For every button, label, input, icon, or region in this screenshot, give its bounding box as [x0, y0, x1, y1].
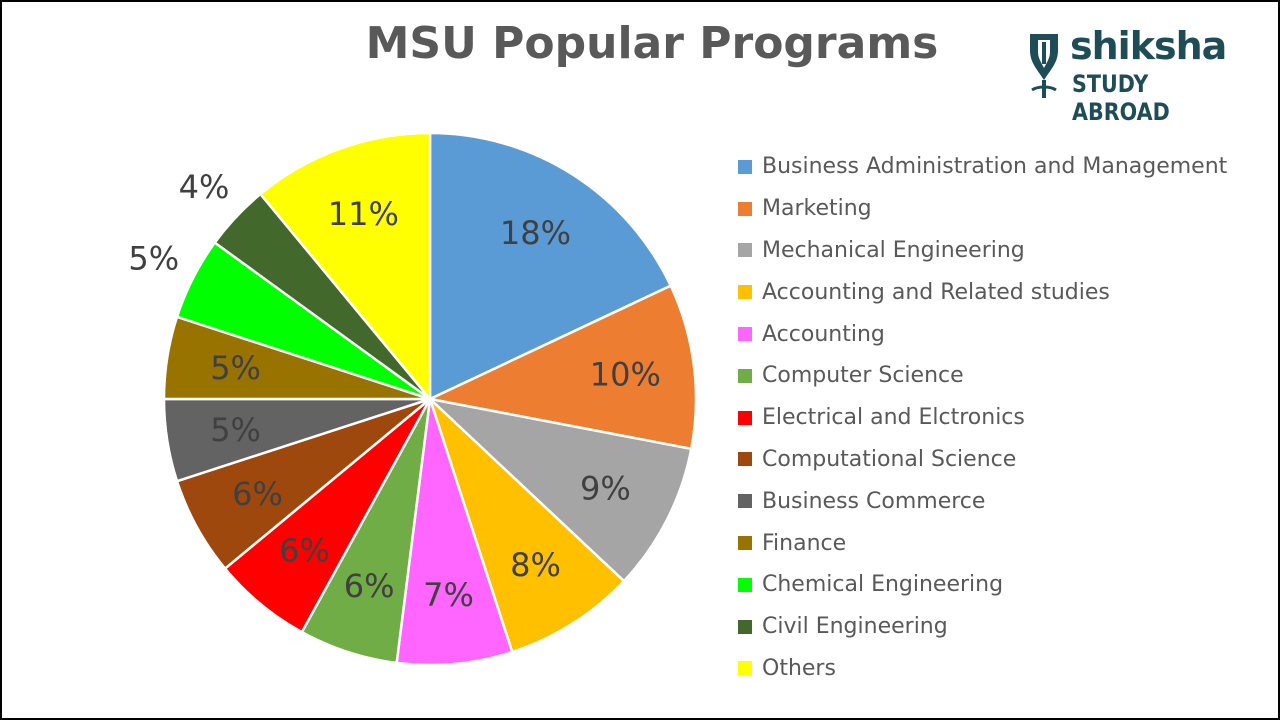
legend-swatch — [738, 619, 752, 634]
slice-label-accounting-and-related-studies: 8% — [510, 546, 561, 584]
pie-slice-accounting-and-related-studies — [428, 398, 626, 654]
shiksha-logo: shiksha STUDY ABROAD — [1014, 24, 1254, 126]
legend-item-business-commerce: Business Commerce — [738, 480, 1227, 522]
legend-swatch — [738, 285, 752, 300]
legend-swatch — [738, 327, 752, 342]
legend-label: Civil Engineering — [762, 614, 948, 640]
legend-label: Others — [762, 655, 836, 681]
slice-label-business-administration-and-management: 18% — [500, 214, 571, 252]
legend-item-electrical-and-elctronics: Electrical and Elctronics — [738, 397, 1227, 439]
legend-label: Electrical and Elctronics — [762, 405, 1025, 431]
legend-swatch — [738, 452, 752, 467]
pie-labels: 18%10%9%8%7%6%6%6%5%5%5%4%11% — [128, 168, 660, 614]
legend-item-civil-engineering: Civil Engineering — [738, 606, 1227, 648]
legend-item-accounting: Accounting — [738, 313, 1227, 355]
legend-item-computer-science: Computer Science — [738, 355, 1227, 397]
legend-item-marketing: Marketing — [738, 188, 1227, 230]
legend-label: Chemical Engineering — [762, 572, 1004, 598]
legend-item-mechanical-engineering: Mechanical Engineering — [738, 230, 1227, 272]
logo-wordmark: shiksha — [1070, 24, 1227, 68]
legend-item-business-administration-and-management: Business Administration and Management — [738, 146, 1227, 188]
legend-swatch — [738, 494, 752, 509]
slice-label-electrical-and-elctronics: 6% — [279, 532, 330, 570]
legend-label: Business Administration and Management — [762, 154, 1228, 180]
legend-item-computational-science: Computational Science — [738, 439, 1227, 481]
legend-label: Mechanical Engineering — [762, 237, 1025, 263]
legend-swatch — [738, 201, 752, 216]
slice-label-finance: 5% — [210, 349, 261, 387]
legend-label: Business Commerce — [762, 488, 986, 514]
legend-item-chemical-engineering: Chemical Engineering — [738, 564, 1227, 606]
logo-subtitle: STUDY ABROAD — [1072, 70, 1170, 126]
legend-label: Marketing — [762, 196, 872, 222]
pie-slices — [162, 131, 698, 667]
legend-item-others: Others — [738, 648, 1227, 690]
slice-label-chemical-engineering: 5% — [128, 239, 179, 277]
slice-label-computer-science: 6% — [344, 567, 395, 605]
slice-label-marketing: 10% — [590, 355, 661, 393]
legend-label: Accounting and Related studies — [762, 279, 1110, 305]
legend-label: Accounting — [762, 321, 885, 347]
legend-swatch — [738, 159, 752, 174]
pie-slice-accounting — [395, 398, 514, 667]
legend-swatch — [738, 368, 752, 383]
legend-swatch — [738, 536, 752, 551]
pie-slice-mechanical-engineering — [426, 396, 693, 583]
slice-label-accounting: 7% — [423, 576, 474, 614]
legend-item-accounting-and-related-studies: Accounting and Related studies — [738, 271, 1227, 313]
legend-item-finance: Finance — [738, 522, 1227, 564]
legend-swatch — [738, 661, 752, 676]
slice-label-others: 11% — [328, 195, 399, 233]
pie-slice-business-administration-and-management — [428, 131, 673, 401]
pen-nib-icon — [1030, 34, 1058, 98]
legend: Business Administration and Management Ma… — [738, 146, 1227, 689]
slice-label-computational-science: 6% — [232, 475, 283, 513]
slice-label-civil-engineering: 4% — [179, 168, 230, 206]
legend-label: Finance — [762, 530, 847, 556]
legend-label: Computer Science — [762, 363, 964, 389]
legend-swatch — [738, 243, 752, 258]
pie-slice-marketing — [425, 284, 698, 451]
pie-slice-others — [258, 131, 432, 403]
legend-swatch — [738, 410, 752, 425]
legend-swatch — [738, 577, 752, 592]
legend-label: Computational Science — [762, 446, 1017, 472]
slice-label-business-commerce: 5% — [210, 411, 261, 449]
chart-title: MSU Popular Programs — [365, 18, 939, 69]
slice-label-mechanical-engineering: 9% — [580, 469, 631, 507]
